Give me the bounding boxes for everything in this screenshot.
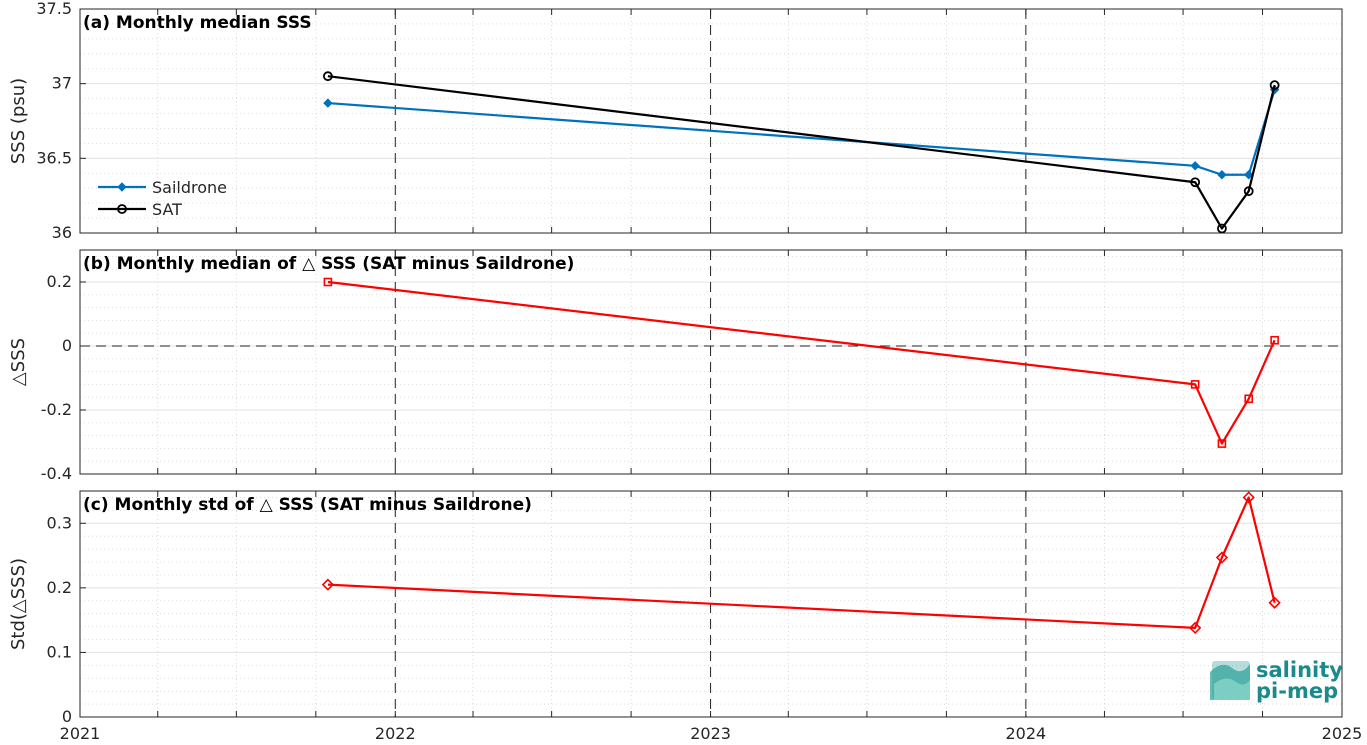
x-tick-label: 2021: [60, 724, 101, 743]
series-0: [323, 84, 1280, 180]
panels: 36 36.5 37 37.5 (a) Monthly median SSS SSS (p…: [8, 0, 1362, 743]
data-point: [1270, 335, 1279, 345]
y-axis-label: Std(△SSS): [8, 558, 29, 650]
y-tick-label: -0.2: [41, 400, 72, 419]
y-tick-label: 37: [52, 74, 72, 93]
data-point: [1189, 621, 1202, 635]
panel-1: -0.4 -0.2 0 0.2 (b) Monthly median of △ SSS …: [8, 249, 1343, 483]
y-tick-label: 0: [62, 707, 72, 726]
logo-line2: pi-mep: [1256, 679, 1338, 703]
data-point: [323, 71, 333, 82]
y-tick-label: 0.1: [47, 642, 72, 661]
series-0: [321, 491, 1281, 635]
x-tick-label: 2024: [1005, 724, 1046, 743]
logo-wave-shape-2: [1214, 678, 1250, 700]
data-point: [1268, 596, 1281, 609]
salinity-pi-mep-logo: salinity pi-mep: [1210, 658, 1343, 703]
panel-title: (a) Monthly median SSS: [83, 13, 312, 33]
data-point: [1269, 80, 1280, 91]
logo-line1: salinity: [1256, 658, 1343, 682]
x-tick-label: 2023: [690, 724, 731, 743]
series-line: [327, 75, 1276, 230]
data-point: [1217, 170, 1227, 180]
legend-label: SAT: [152, 200, 182, 219]
data-point: [323, 98, 333, 108]
data-point: [1190, 380, 1200, 389]
series-line: [327, 280, 1276, 445]
y-tick-label: 0: [62, 336, 72, 355]
y-tick-label: 36.5: [36, 148, 72, 167]
panel-2: 0 0.1 0.2 0.3 2021 2022 2023 2024 2025 (c) Monthl…: [8, 490, 1363, 743]
data-point: [321, 578, 335, 591]
data-point: [323, 277, 333, 287]
x-tick-label: 2022: [375, 724, 416, 743]
series-0: [323, 277, 1279, 448]
y-tick-label: -0.4: [41, 464, 72, 483]
legend-marker: [117, 182, 127, 192]
y-tick-label: 0.2: [47, 272, 72, 291]
y-tick-label: 37.5: [36, 0, 72, 18]
y-axis-label: △SSS: [8, 338, 29, 386]
data-point: [1217, 223, 1227, 234]
data-point: [1244, 394, 1254, 404]
data-point: [1242, 491, 1255, 504]
y-tick-label: 36: [52, 223, 72, 242]
data-point: [1215, 551, 1229, 564]
data-point: [1190, 161, 1200, 171]
x-tick-label: 2025: [1322, 724, 1363, 743]
legend-marker: [117, 204, 127, 214]
series-line: [327, 496, 1276, 629]
y-axis-label: SSS (psu): [8, 78, 29, 164]
y-tick-label: 0.2: [47, 578, 72, 597]
panel-0: 36 36.5 37 37.5 (a) Monthly median SSS SSS (p…: [8, 0, 1343, 242]
data-point: [1243, 186, 1254, 197]
series-line: [327, 89, 1276, 176]
legend: Saildrone SAT: [98, 178, 227, 219]
data-point: [1217, 439, 1227, 448]
data-point: [1244, 170, 1254, 180]
panel-title: (c) Monthly std of △ SSS (SAT minus Sail…: [83, 495, 532, 515]
data-point: [1190, 177, 1201, 188]
panel-title: (b) Monthly median of △ SSS (SAT minus S…: [83, 254, 574, 274]
legend-label: Saildrone: [152, 178, 227, 197]
y-tick-label: 0.3: [47, 513, 72, 532]
series-1: [323, 71, 1280, 234]
